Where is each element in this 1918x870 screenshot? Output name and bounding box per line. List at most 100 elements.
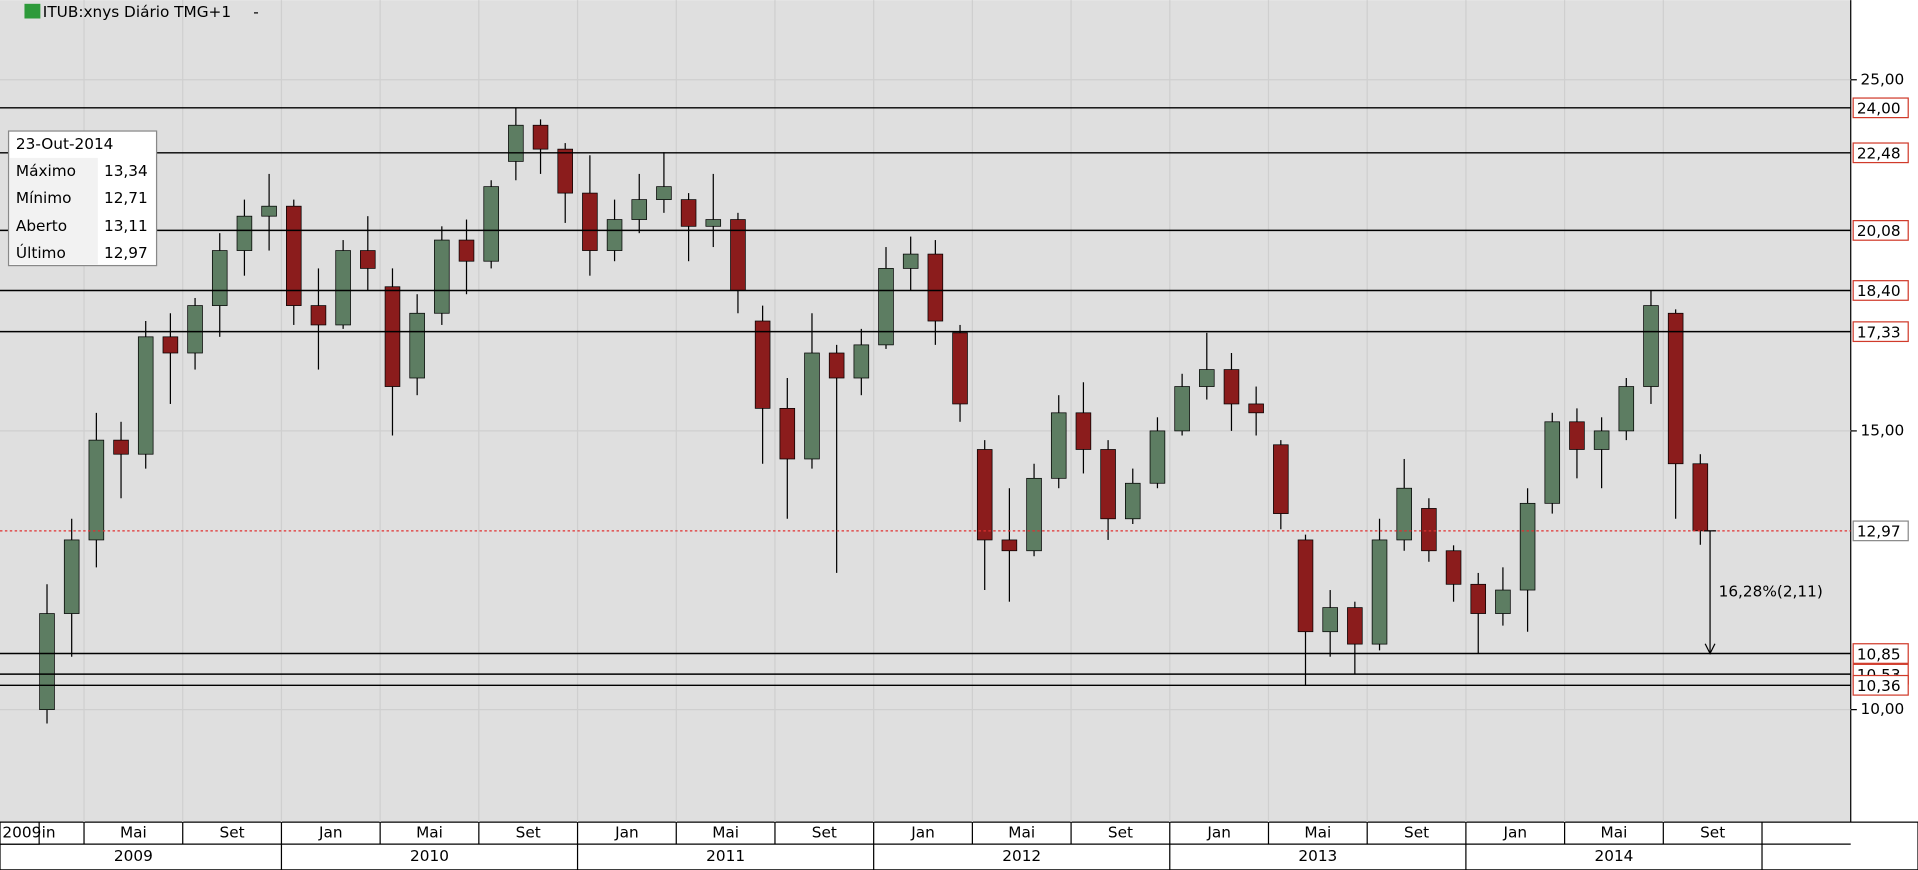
candle-body: [557, 148, 573, 194]
candle-body: [582, 192, 598, 251]
candle-body: [1569, 421, 1585, 450]
level-label-box: [1852, 220, 1909, 241]
candle-body: [187, 305, 203, 354]
candle-body: [162, 336, 179, 354]
level-label-box: [1852, 97, 1909, 119]
x-tick-label: Set: [812, 824, 837, 842]
y-tick-label: 10,00: [1861, 700, 1905, 718]
candle-body: [384, 286, 401, 387]
start-year: 2009: [2, 824, 41, 842]
candle-body: [878, 268, 894, 346]
candle-body: [853, 344, 870, 379]
info-value: 12,71: [104, 189, 148, 207]
candle-body: [434, 239, 450, 314]
x-tick-label: Mai: [712, 824, 739, 842]
candle-body: [1470, 583, 1487, 614]
candle-body: [1248, 403, 1264, 414]
candle-body: [360, 250, 376, 269]
x-tick-label: in: [42, 824, 56, 842]
x-tick-label: Mai: [416, 824, 443, 842]
candle-body: [1322, 607, 1338, 633]
candle-body: [1174, 386, 1190, 432]
arrow-head: [1704, 643, 1716, 655]
candle-body: [1544, 421, 1561, 504]
candle-layer: [39, 107, 1709, 724]
level-label-box: [1852, 674, 1909, 696]
candle-body: [1026, 477, 1042, 552]
candle-body: [1273, 444, 1289, 514]
level-label: 20,08: [1857, 222, 1901, 240]
candle-body: [828, 352, 845, 379]
year-label: 2010: [410, 847, 449, 865]
candle-body: [1100, 449, 1116, 520]
x-tick-label: Set: [1700, 824, 1725, 842]
info-value: 12,97: [104, 244, 148, 262]
candle-body: [63, 539, 80, 614]
candle-body: [1667, 312, 1684, 465]
x-tick-label: Jan: [1206, 824, 1231, 842]
candle-body: [1445, 550, 1462, 585]
candle-body: [705, 219, 722, 227]
candle-body: [1421, 508, 1437, 552]
level-label-box: [1852, 280, 1909, 301]
y-tick-label: 25,00: [1861, 70, 1905, 88]
level-label-box: [1852, 321, 1909, 343]
candle-body: [1347, 607, 1363, 645]
candle-body: [458, 239, 475, 262]
level-label: 18,40: [1857, 282, 1901, 300]
candle-body: [1593, 430, 1610, 450]
candle-body: [483, 186, 499, 262]
plot-background: [0, 0, 1851, 823]
candle-body: [1643, 305, 1659, 387]
candle-body: [409, 312, 425, 379]
candle-body: [310, 305, 327, 326]
last-price-label: 12,97: [1857, 523, 1901, 541]
candle-body: [680, 199, 697, 227]
x-tick-label: Jan: [318, 824, 343, 842]
level-label: 24,00: [1857, 100, 1901, 118]
candle-body: [1618, 386, 1635, 432]
candle-body: [754, 320, 771, 409]
candle-body: [1075, 412, 1092, 450]
candle-body: [1692, 463, 1709, 532]
candle-body: [927, 253, 944, 322]
info-box-column: [9, 157, 98, 265]
candle-body: [137, 336, 154, 455]
x-tick-label: Mai: [1008, 824, 1035, 842]
candle-body: [261, 205, 277, 217]
candle-body: [779, 407, 796, 460]
candle-body: [656, 186, 672, 200]
last-price-box: [1852, 520, 1909, 542]
candle-body: [1050, 412, 1067, 479]
candle-body: [804, 352, 820, 460]
info-label: Mínimo: [16, 189, 72, 207]
candle-body: [631, 199, 648, 220]
x-tick-label: Set: [220, 824, 245, 842]
level-label-box: [1852, 643, 1909, 664]
info-label: Máximo: [16, 162, 76, 180]
x-tick-label: Set: [1108, 824, 1133, 842]
candle-body: [1199, 369, 1215, 387]
candle-body: [1297, 539, 1314, 633]
level-label: 17,33: [1857, 323, 1901, 341]
level-label: 10,36: [1857, 677, 1901, 695]
level-label-box: [1852, 142, 1909, 164]
candle-body: [1371, 539, 1388, 645]
measure-label: 16,28%(2,11): [1719, 583, 1823, 601]
chart-title: ITUB:xnys Diário TMG+1: [43, 3, 231, 21]
x-tick-label: Set: [1404, 824, 1429, 842]
x-tick-label: Mai: [1601, 824, 1628, 842]
year-label: 2012: [1002, 847, 1041, 865]
candle-body: [532, 124, 549, 150]
level-label: 22,48: [1857, 145, 1901, 163]
price-axis-background: [1850, 0, 1918, 823]
candle-body: [88, 439, 105, 541]
candle-body: [1149, 430, 1166, 484]
menu-button[interactable]: -: [253, 3, 259, 21]
candle-body: [952, 332, 968, 405]
x-tick-label: Jan: [614, 824, 639, 842]
candle-body: [1223, 369, 1240, 405]
candle-body: [211, 250, 228, 306]
candle-body: [1396, 487, 1412, 541]
